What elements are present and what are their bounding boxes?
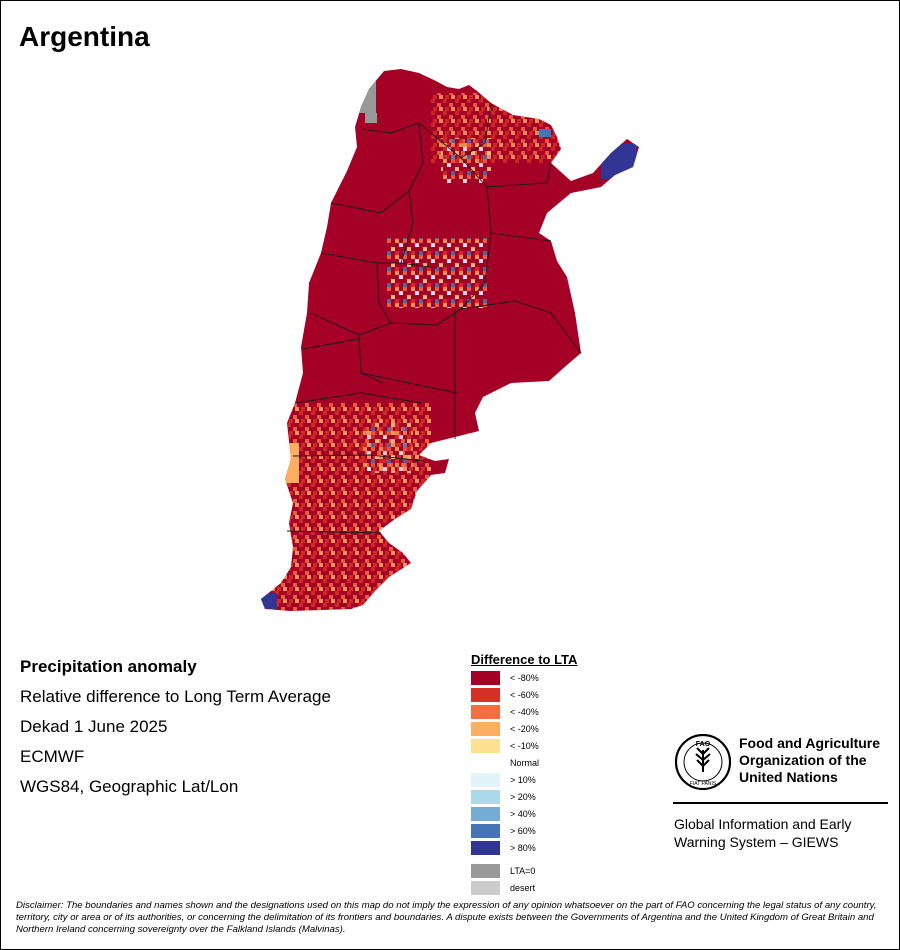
legend-swatch — [471, 739, 500, 753]
misiones-wet-anomaly — [601, 143, 637, 179]
legend-label: < -10% — [510, 741, 539, 751]
legend-swatch — [471, 756, 500, 770]
legend-label: < -20% — [510, 724, 539, 734]
legend-swatch — [471, 773, 500, 787]
legend-swatch — [471, 705, 500, 719]
northwest-anomaly-pattern — [441, 138, 491, 183]
legend-title: Difference to LTA — [471, 652, 578, 667]
info-line-projection: WGS84, Geographic Lat/Lon — [20, 777, 239, 796]
info-line-source: ECMWF — [20, 747, 85, 766]
legend-swatch — [471, 722, 500, 736]
giews-label: Global Information and Early Warning Sys… — [674, 815, 851, 851]
argentina-anomaly-map — [261, 69, 639, 611]
legend-swatch — [471, 841, 500, 855]
legend-label: < -80% — [510, 673, 539, 683]
fao-name-line: Organization of the — [739, 752, 867, 768]
map-title: Argentina — [19, 21, 150, 52]
disclaimer: Disclaimer: The boundaries and names sho… — [16, 900, 877, 935]
legend-swatch — [471, 807, 500, 821]
fao-name-line: United Nations — [739, 769, 838, 785]
fao-logo-motto: FIAT PANIS — [690, 781, 717, 787]
legend-label: > 60% — [510, 826, 536, 836]
giews-line: Global Information and Early — [674, 816, 852, 832]
lta-zero-area — [351, 73, 376, 113]
legend-label: < -40% — [510, 707, 539, 717]
info-line-metric: Relative difference to Long Term Average — [20, 687, 331, 706]
central-anomaly-pattern — [387, 238, 487, 308]
fao-logo: FAO FIAT PANIS — [674, 734, 732, 790]
fao-name: Food and Agriculture Organization of the… — [739, 735, 880, 786]
andes-anomaly-strip — [281, 443, 299, 483]
legend-swatch — [471, 881, 500, 895]
legend: Difference to LTA < -80% < -60% < -40% < -2… — [471, 652, 641, 895]
legend-swatch — [471, 824, 500, 838]
legend-label: Normal — [510, 758, 540, 768]
legend-label: < -60% — [510, 690, 539, 700]
fao-name-line: Food and Agriculture — [739, 735, 881, 751]
legend-label: > 80% — [510, 843, 536, 853]
info-heading: Precipitation anomaly — [20, 657, 197, 676]
wet-anomaly-cell — [539, 129, 551, 137]
legend-label: > 20% — [510, 792, 536, 802]
legend-swatch — [471, 688, 500, 702]
province-boundaries — [286, 102, 582, 534]
chubut-anomaly-pattern — [363, 423, 413, 473]
info-line-period: Dekad 1 June 2025 — [20, 717, 168, 736]
fao-logo-text: FAO — [696, 741, 711, 748]
legend-swatch — [471, 671, 500, 685]
wet-anomaly-cell — [261, 593, 277, 609]
lta-zero-area — [365, 113, 377, 123]
legend-swatch — [471, 864, 500, 878]
legend-label: LTA=0 — [510, 866, 536, 876]
giews-line: Warning System – GIEWS — [674, 834, 839, 850]
legend-label: desert — [510, 883, 536, 893]
legend-swatch — [471, 790, 500, 804]
legend-label: > 10% — [510, 775, 536, 785]
legend-label: > 40% — [510, 809, 536, 819]
divider — [673, 802, 888, 804]
